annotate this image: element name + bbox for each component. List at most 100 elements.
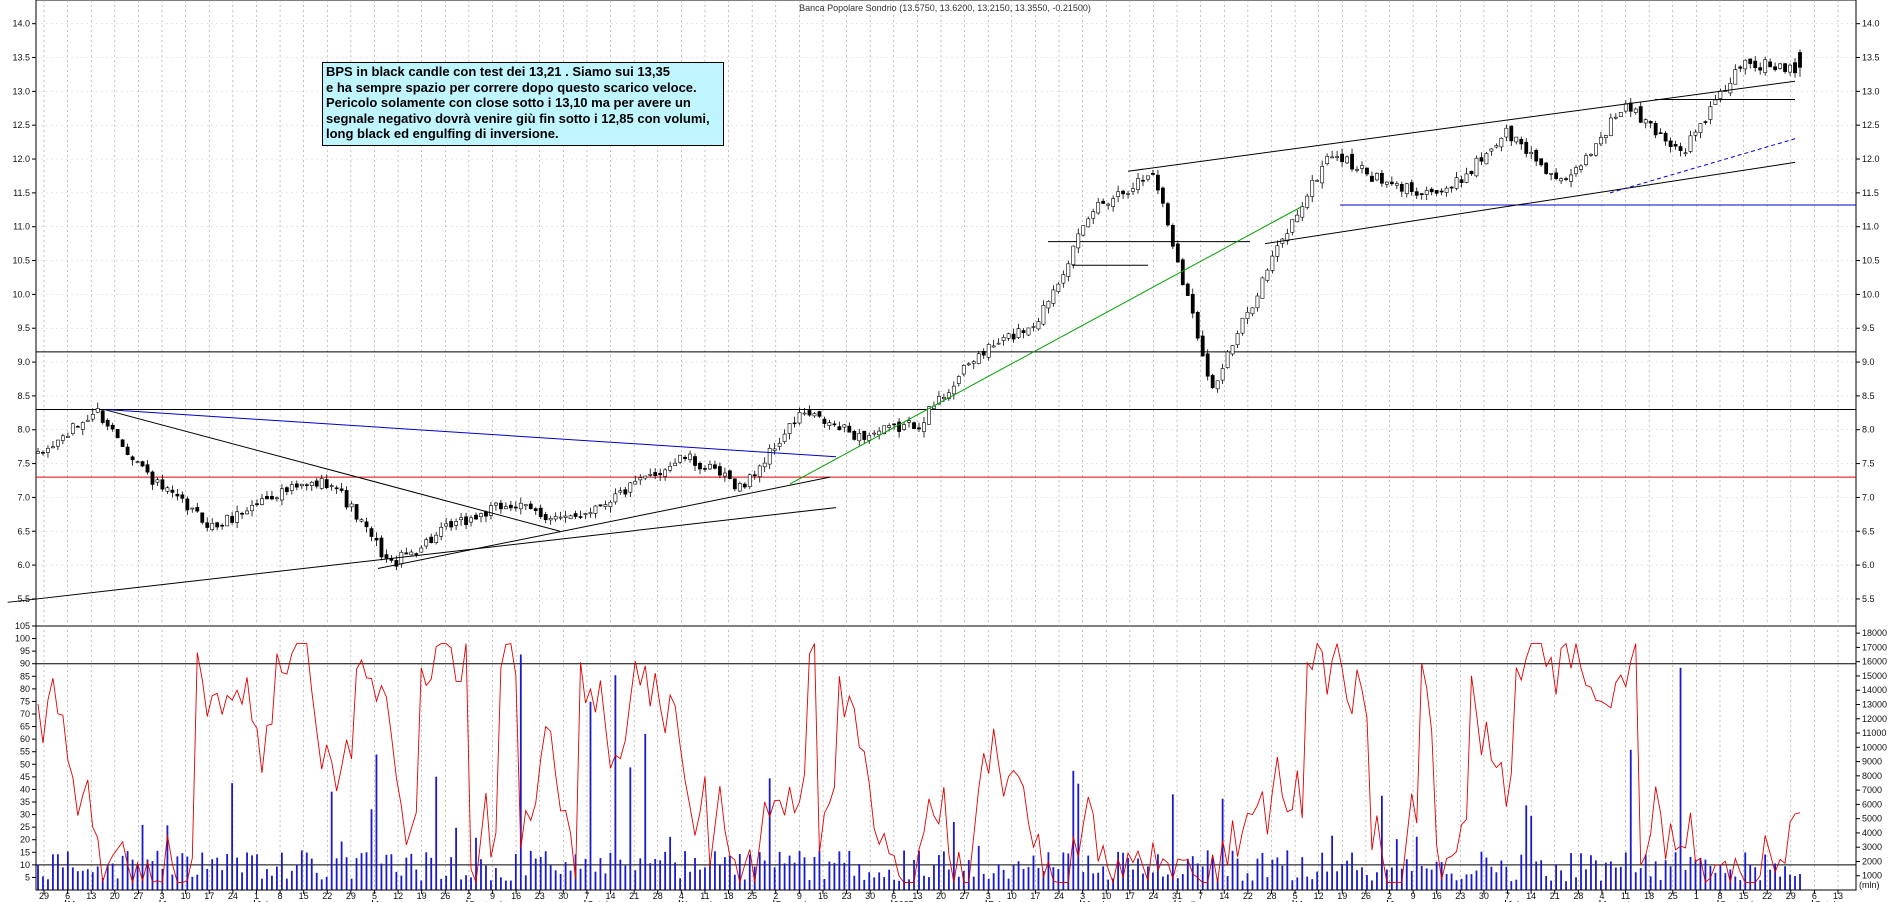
candle-body [1419,193,1424,195]
volume-bar [957,876,960,890]
volume-bar [196,874,199,890]
x-day-label: 16 [818,891,828,901]
volume-bar [1157,854,1159,890]
x-day-label: 29 [39,891,49,901]
candle-body [135,461,140,463]
volume-bar [1181,874,1184,890]
candle-body [1200,335,1205,357]
candle-body [130,456,135,461]
vol-tick-label: 9000 [1862,757,1882,767]
volume-bar [415,869,418,890]
volume-bar [290,870,293,890]
x-month-label: August [374,899,403,902]
volume-bar [649,863,652,890]
volume-bar [1639,868,1642,890]
candle-body [608,501,613,507]
x-day-label: 6 [891,891,896,901]
candle-body [1564,178,1568,180]
volume-bar [355,858,358,890]
candle-body [1404,183,1409,194]
candle-body [1444,187,1449,193]
osc-tick-label: 85 [20,671,30,681]
candle-body [329,485,334,487]
volume-bar [1266,877,1269,890]
volume-bar [818,850,821,890]
candle-body [1504,127,1509,138]
candle-body [1250,307,1255,315]
candle-body [334,487,339,490]
candle-body [1076,233,1081,249]
trendline [7,507,837,603]
osc-tick-label: 90 [20,659,30,669]
candle-body [180,494,185,499]
candle-body [767,447,772,465]
candle-body [941,396,946,400]
candle-body [1449,186,1454,189]
volume-bar [475,837,477,890]
candle-body [56,439,60,447]
volume-bar [1261,852,1264,890]
x-day-label: 5 [1293,891,1298,901]
x-day-label: 2 [773,891,778,901]
y-tick-label: 14.0 [12,19,30,29]
candle-body [1210,375,1215,388]
osc-tick-label: 10 [20,860,30,870]
candle-body [110,424,115,430]
y-axis-right: 5.5 6.0 6.5 7.0 7.5 8.0 8.5 9.0 9.5 10.0 10.5 11.0 1… [1856,19,1887,890]
volume-bar [1485,857,1488,890]
candle-body [1240,317,1245,334]
volume-bar [1306,876,1309,890]
candle-body [797,412,802,424]
candle-body [986,344,991,358]
volume-bar [271,875,273,890]
volume-bar [813,856,816,890]
x-day-label: 25 [1668,891,1678,901]
x-day-label: 14 [1526,891,1536,901]
candle-body [1793,62,1797,74]
candle-body [1335,156,1340,158]
x-day-label: 16 [1432,891,1442,901]
volume-bar [539,856,542,890]
volume-bar [1475,870,1478,890]
x-day-label: 14 [1219,891,1229,901]
candle-body [95,408,100,413]
volume-bar [669,836,672,890]
volume-bar [256,854,258,890]
x-day-label: 3 [986,891,991,901]
volume-bar [1127,857,1129,890]
candle-body [399,551,404,565]
candle-body [1693,131,1698,136]
volume-bar [1634,872,1637,890]
candle-body [583,513,588,515]
volume-bar [445,875,448,890]
candle-body [832,423,837,426]
candle-body [299,483,304,487]
volume-bar [589,701,592,890]
volume-bar [614,675,617,890]
volume-bar [952,821,955,890]
volume-bar [928,877,930,890]
candle-body [1375,173,1379,181]
candle-body [882,425,887,434]
volume-bar [420,880,423,890]
y-tick-label: 10.0 [1862,289,1880,299]
volume-bar [644,733,647,890]
volume-bar [1216,877,1219,890]
x-day-label: 26 [1361,891,1371,901]
volume-bar [1455,880,1458,890]
candle-body [787,423,792,434]
candle-body [1146,175,1150,180]
candle-body [917,427,921,430]
volume-bar [1301,857,1304,890]
volume-bar [57,854,59,890]
candle-body [160,479,165,490]
candle-body [459,517,463,521]
candle-body [553,516,558,520]
candle-body [409,551,414,556]
candle-body [961,364,966,375]
volume-bar [1052,867,1055,890]
volume-bar [753,866,756,890]
volume-bar [320,879,323,890]
volume-bar [295,864,298,890]
volume-bar [285,878,288,890]
